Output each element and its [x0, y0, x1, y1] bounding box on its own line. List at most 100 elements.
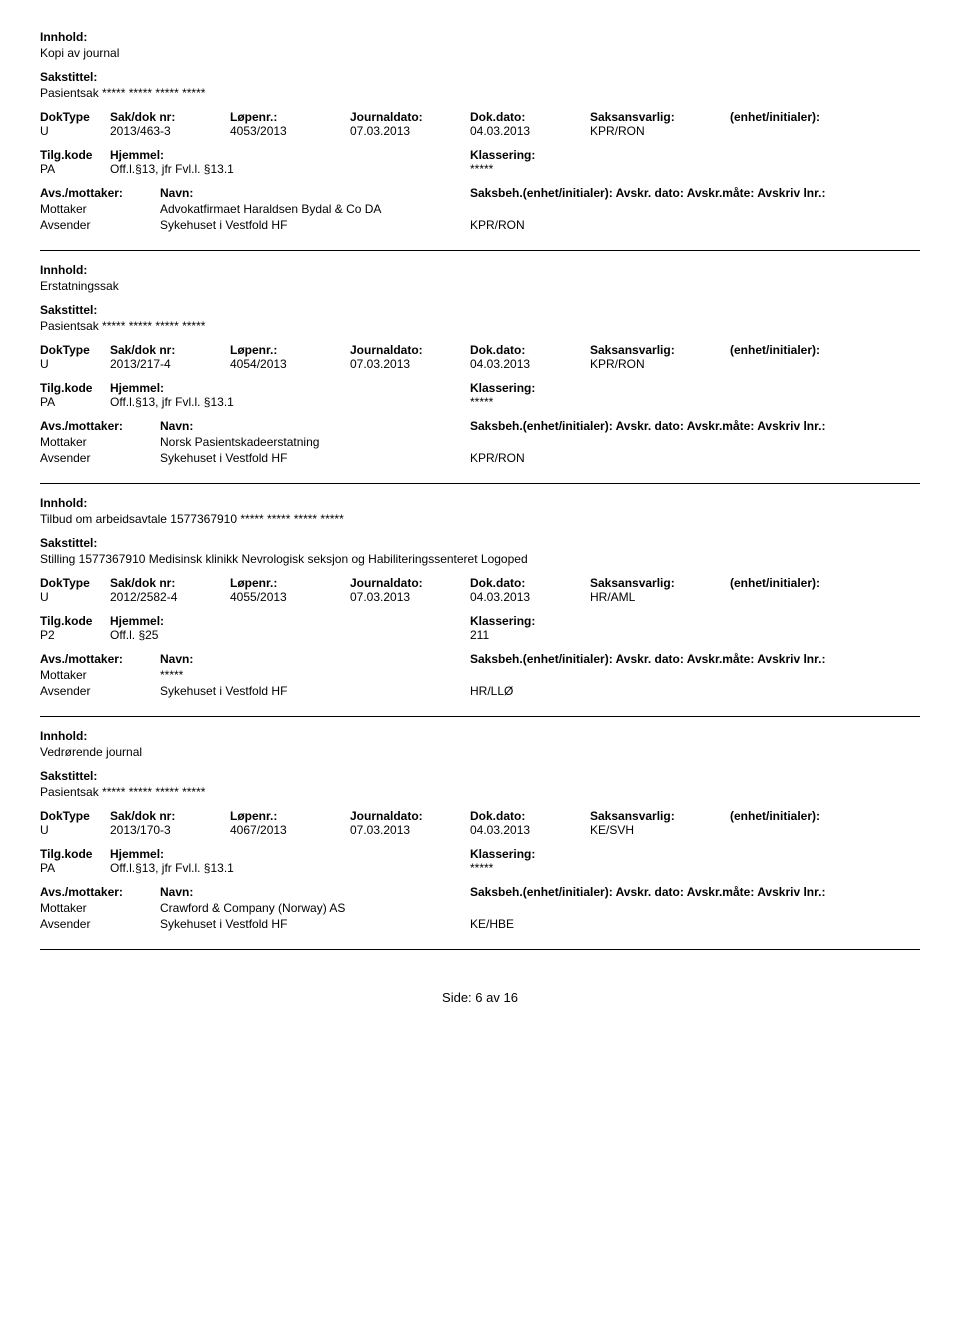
doktype-label: DokType — [40, 809, 110, 823]
journaldato-label: Journaldato: — [350, 576, 470, 590]
klassering-label: Klassering: — [470, 847, 535, 861]
hjemmel-value: Off.l.§13, jfr Fvl.l. §13.1 — [110, 395, 470, 409]
tilg-left: Tilg.kodeHjemmel: — [40, 148, 470, 162]
saksbeh-label: Saksbeh.(enhet/initialer): Avskr. dato: … — [470, 186, 920, 200]
saksbeh-label: Saksbeh.(enhet/initialer): Avskr. dato: … — [470, 652, 920, 666]
klassering-value: ***** — [470, 395, 493, 409]
party-row: Mottaker***** — [40, 668, 920, 682]
party-row: AvsenderSykehuset i Vestfold HFKPR/RON — [40, 451, 920, 465]
sakdok-value: 2013/217-4 — [110, 357, 230, 371]
lopenr-value: 4055/2013 — [230, 590, 350, 604]
hjemmel-value: Off.l. §25 — [110, 628, 470, 642]
dokdato-label: Dok.dato: — [470, 576, 590, 590]
lopenr-label: Løpenr.: — [230, 576, 350, 590]
party-unit: KE/HBE — [470, 917, 920, 931]
tilg-value-row: PAOff.l.§13, jfr Fvl.l. §13.1***** — [40, 162, 920, 176]
lopenr-value: 4067/2013 — [230, 823, 350, 837]
journaldato-label: Journaldato: — [350, 343, 470, 357]
journaldato-value: 07.03.2013 — [350, 590, 470, 604]
party-row: MottakerAdvokatfirmaet Haraldsen Bydal &… — [40, 202, 920, 216]
record-value-row: U2013/170-34067/201307.03.201304.03.2013… — [40, 823, 920, 837]
lopenr-label: Løpenr.: — [230, 809, 350, 823]
sakdok-label: Sak/dok nr: — [110, 809, 230, 823]
journaldato-value: 07.03.2013 — [350, 823, 470, 837]
sakstittel-label: Sakstittel: — [40, 303, 920, 317]
footer-prefix: Side: — [442, 990, 472, 1005]
party-name: Crawford & Company (Norway) AS — [160, 901, 470, 915]
navn-label: Navn: — [160, 419, 470, 433]
enhet-label: (enhet/initialer): — [730, 343, 920, 357]
tilgkode-label: Tilg.kode — [40, 381, 110, 395]
dokdato-label: Dok.dato: — [470, 343, 590, 357]
navn-label: Navn: — [160, 186, 470, 200]
tilgkode-value: PA — [40, 395, 110, 409]
enhet-label: (enhet/initialer): — [730, 809, 920, 823]
lopenr-label: Løpenr.: — [230, 343, 350, 357]
sakstittel-label: Sakstittel: — [40, 769, 920, 783]
hjemmel-value: Off.l.§13, jfr Fvl.l. §13.1 — [110, 861, 470, 875]
journaldato-value: 07.03.2013 — [350, 357, 470, 371]
sakstittel-text: Pasientsak ***** ***** ***** ***** — [40, 86, 920, 100]
avsmottaker-label: Avs./mottaker: — [40, 652, 160, 666]
record-header-row: DokTypeSak/dok nr:Løpenr.:Journaldato:Do… — [40, 110, 920, 124]
sakdok-label: Sak/dok nr: — [110, 576, 230, 590]
klassering-label: Klassering: — [470, 148, 535, 162]
saksbeh-label: Saksbeh.(enhet/initialer): Avskr. dato: … — [470, 419, 920, 433]
dokdato-value: 04.03.2013 — [470, 823, 590, 837]
party-row: AvsenderSykehuset i Vestfold HFKE/HBE — [40, 917, 920, 931]
navn-label: Navn: — [160, 652, 470, 666]
saksansvarlig-label: Saksansvarlig: — [590, 809, 730, 823]
lopenr-value: 4053/2013 — [230, 124, 350, 138]
dokdato-value: 04.03.2013 — [470, 124, 590, 138]
record-value-row: U2013/217-44054/201307.03.201304.03.2013… — [40, 357, 920, 371]
tilg-header-row: Tilg.kodeHjemmel:Klassering: — [40, 148, 920, 162]
sakdok-label: Sak/dok nr: — [110, 110, 230, 124]
tilg-left: Tilg.kodeHjemmel: — [40, 381, 470, 395]
saksansvarlig-value: KE/SVH — [590, 823, 730, 837]
party-role: Avsender — [40, 684, 160, 698]
party-unit: HR/LLØ — [470, 684, 920, 698]
tilgkode-value: PA — [40, 162, 110, 176]
enhet-label: (enhet/initialer): — [730, 110, 920, 124]
party-name: Norsk Pasientskadeerstatning — [160, 435, 470, 449]
party-role: Mottaker — [40, 202, 160, 216]
tilgkode-value: PA — [40, 861, 110, 875]
doktype-value: U — [40, 357, 110, 371]
dokdato-value: 04.03.2013 — [470, 590, 590, 604]
hjemmel-label: Hjemmel: — [110, 847, 470, 861]
journaldato-value: 07.03.2013 — [350, 124, 470, 138]
tilgkode-label: Tilg.kode — [40, 148, 110, 162]
party-row: MottakerNorsk Pasientskadeerstatning — [40, 435, 920, 449]
page-footer: Side: 6 av 16 — [40, 990, 920, 1005]
party-role: Mottaker — [40, 668, 160, 682]
saksansvarlig-label: Saksansvarlig: — [590, 576, 730, 590]
party-name: Sykehuset i Vestfold HF — [160, 917, 470, 931]
hjemmel-value: Off.l.§13, jfr Fvl.l. §13.1 — [110, 162, 470, 176]
saksansvarlig-label: Saksansvarlig: — [590, 110, 730, 124]
party-unit: KPR/RON — [470, 218, 920, 232]
sakdok-value: 2013/170-3 — [110, 823, 230, 837]
tilgkode-value: P2 — [40, 628, 110, 642]
lopenr-label: Løpenr.: — [230, 110, 350, 124]
tilg-left: Tilg.kodeHjemmel: — [40, 614, 470, 628]
saksansvarlig-value: KPR/RON — [590, 124, 730, 138]
tilg-value-row: PAOff.l.§13, jfr Fvl.l. §13.1***** — [40, 395, 920, 409]
party-name: Advokatfirmaet Haraldsen Bydal & Co DA — [160, 202, 470, 216]
party-role: Mottaker — [40, 435, 160, 449]
hjemmel-label: Hjemmel: — [110, 148, 470, 162]
party-row: AvsenderSykehuset i Vestfold HFKPR/RON — [40, 218, 920, 232]
klassering-value: 211 — [470, 628, 489, 642]
footer-page: 6 — [475, 990, 486, 1005]
innhold-label: Innhold: — [40, 263, 920, 277]
footer-total: 16 — [504, 990, 518, 1005]
journal-entries: Innhold:Kopi av journalSakstittel:Pasien… — [40, 30, 920, 950]
doktype-value: U — [40, 823, 110, 837]
avs-header-row: Avs./mottaker:Navn:Saksbeh.(enhet/initia… — [40, 186, 920, 200]
tilg-header-row: Tilg.kodeHjemmel:Klassering: — [40, 614, 920, 628]
lopenr-value: 4054/2013 — [230, 357, 350, 371]
sakdok-label: Sak/dok nr: — [110, 343, 230, 357]
avsmottaker-label: Avs./mottaker: — [40, 885, 160, 899]
saksansvarlig-value: KPR/RON — [590, 357, 730, 371]
hjemmel-label: Hjemmel: — [110, 614, 470, 628]
record-value-row: U2012/2582-44055/201307.03.201304.03.201… — [40, 590, 920, 604]
